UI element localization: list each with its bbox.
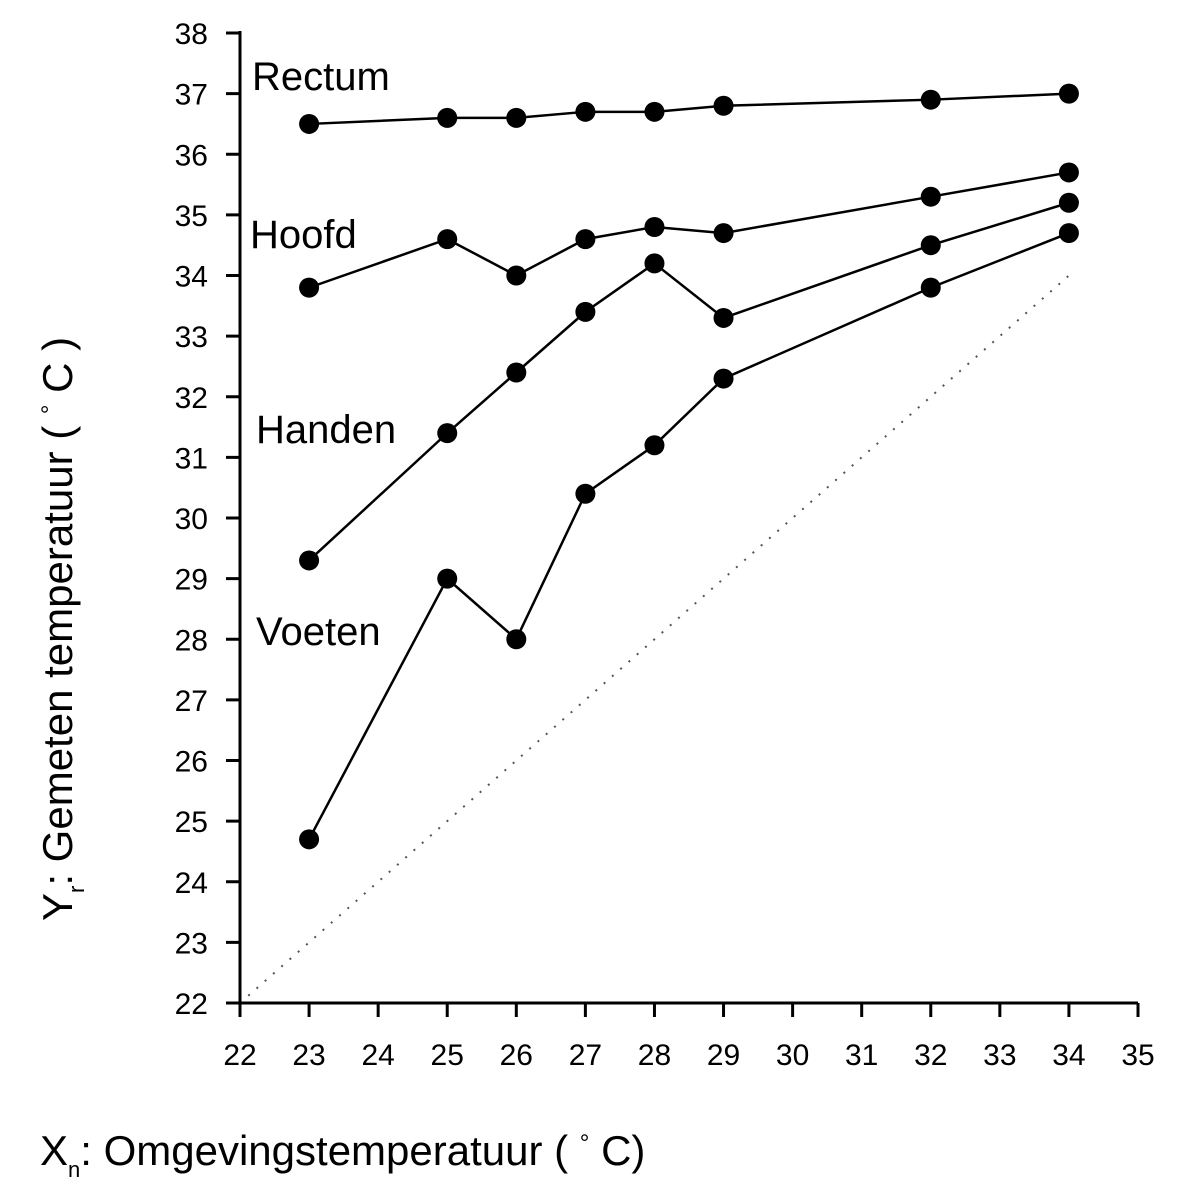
data-point-rectum [713, 95, 734, 116]
y-tick-label: 31 [175, 442, 208, 475]
data-point-voeten [713, 368, 734, 389]
x-tick-label: 30 [776, 1039, 809, 1072]
data-point-handen [437, 423, 458, 444]
data-point-handen [506, 362, 527, 383]
series-line-voeten [307, 231, 1070, 840]
data-point-handen [1058, 192, 1079, 213]
data-point-voeten [506, 629, 527, 650]
y-tick-label: 35 [175, 200, 208, 233]
data-point-rectum [299, 113, 320, 134]
data-point-hoofd [1058, 162, 1079, 183]
x-tick-label: 34 [1052, 1039, 1085, 1072]
data-point-hoofd [506, 265, 527, 286]
x-tick-label: 23 [292, 1039, 325, 1072]
y-tick-label: 32 [175, 382, 208, 415]
ylabel-subscript: r [64, 886, 89, 893]
data-point-rectum [437, 107, 458, 128]
series-labels: Rectum Hoofd Handen Voeten [250, 55, 396, 654]
data-point-hoofd [644, 217, 665, 237]
y-tick-label: 33 [175, 321, 208, 354]
data-point-handen [299, 550, 320, 571]
data-point-voeten [644, 435, 665, 456]
data-point-rectum [1058, 83, 1079, 104]
xlabel-superscript: ° [580, 1130, 590, 1157]
data-point-hoofd [920, 186, 941, 207]
data-point-rectum [575, 101, 596, 122]
y-tick-label: 27 [175, 685, 208, 718]
y-tick-label: 37 [175, 79, 208, 112]
x-tick-label: 33 [983, 1039, 1016, 1072]
ylabel-text: : Gemeten temperatuur ( [34, 414, 81, 886]
xlabel-text: : Omgevingstemperatuur ( [80, 1127, 580, 1174]
series-label-handen: Handen [256, 408, 396, 452]
data-point-handen [920, 235, 941, 256]
data-point-hoofd [437, 229, 458, 250]
reference-line-layer [239, 274, 1070, 1004]
data-point-handen [644, 253, 665, 274]
reference-line [239, 274, 1070, 1004]
xlabel-main: X [40, 1127, 68, 1174]
series-line-handen [308, 201, 1070, 562]
data-point-hoofd [575, 229, 596, 250]
data-point-voeten [920, 277, 941, 298]
y-tick-label: 30 [175, 503, 208, 536]
y-tick-label: 34 [175, 261, 208, 294]
y-tick-label: 36 [175, 139, 208, 172]
series-label-hoofd: Hoofd [250, 213, 357, 257]
series-label-voeten: Voeten [256, 610, 381, 654]
x-axis-title: Xn: Omgevingstemperatuur ( ° C) [40, 1127, 645, 1182]
x-tick-label: 35 [1121, 1039, 1154, 1072]
y-tick-label: 22 [175, 988, 208, 1021]
x-tick-label: 25 [431, 1039, 464, 1072]
data-point-rectum [644, 101, 665, 122]
x-tick-label: 31 [845, 1039, 878, 1072]
series-layer [299, 83, 1079, 850]
data-point-voeten [437, 568, 458, 589]
data-point-rectum [920, 89, 941, 110]
xlabel-unit: C) [589, 1127, 645, 1174]
ylabel-unit: C ) [34, 337, 81, 405]
data-point-voeten [575, 483, 596, 504]
y-tick-label: 38 [175, 18, 208, 51]
series-line-rectum [309, 92, 1069, 126]
x-tick-label: 27 [569, 1039, 602, 1072]
x-tick-label: 26 [500, 1039, 533, 1072]
data-point-voeten [1058, 223, 1079, 244]
x-tick-label: 24 [361, 1039, 394, 1072]
data-point-handen [575, 301, 596, 322]
y-tick-label: 26 [175, 746, 208, 779]
series-label-rectum: Rectum [252, 55, 390, 99]
series-line-hoofd [308, 171, 1070, 289]
y-tick-label: 23 [175, 927, 208, 960]
y-tick-label: 24 [175, 867, 208, 900]
x-tick-label: 28 [638, 1039, 671, 1072]
data-point-hoofd [713, 223, 734, 244]
ylabel-superscript: ° [37, 405, 64, 415]
x-tick-label: 32 [914, 1039, 947, 1072]
axes: 22 23 24 25 26 27 28 29 30 31 32 33 34 35 22 23 24 25 26 27… [175, 18, 1155, 1072]
y-tick-label: 29 [175, 564, 208, 597]
ylabel-main: Y [34, 893, 81, 921]
y-axis-title: Yr: Gemeten temperatuur ( ° C ) [34, 337, 89, 921]
data-point-handen [713, 307, 734, 328]
y-tick-label: 28 [175, 624, 208, 657]
x-tick-label: 29 [707, 1039, 740, 1072]
data-point-hoofd [299, 277, 320, 298]
x-tick-label: 22 [223, 1039, 256, 1072]
data-point-voeten [299, 829, 320, 850]
data-point-rectum [506, 107, 527, 128]
xlabel-subscript: n [68, 1157, 80, 1182]
y-tick-label: 25 [175, 806, 208, 839]
